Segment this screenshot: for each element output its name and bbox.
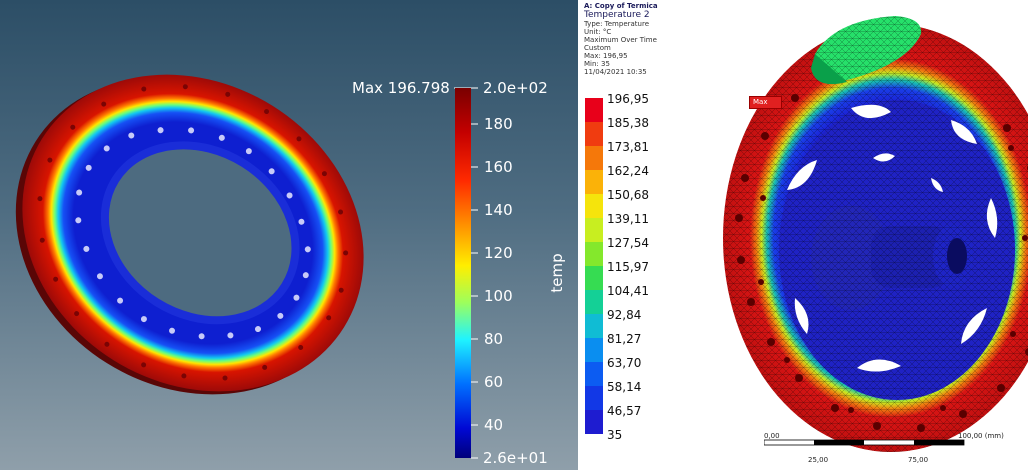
scale-end: 100,00 (mm) <box>958 432 1004 440</box>
colorbar-top-label: 2.0e+02 <box>483 79 548 97</box>
scale-bar: 0,00 100,00 (mm) 25,00 75,00 <box>764 432 1024 470</box>
legend-label[interactable]: 162,24 <box>607 164 649 178</box>
legend-label[interactable]: 35 <box>607 428 623 442</box>
hub-cylinders <box>811 206 973 310</box>
colorbar-bottom-label: 2.6e+01 <box>483 449 548 467</box>
result-custom: Custom <box>584 44 611 52</box>
colorbar-tick: 80 <box>484 330 503 348</box>
result-unit: Unit: °C <box>584 28 612 36</box>
legend-swatch <box>585 194 603 218</box>
max-annotation: Max 196.798 <box>352 79 450 97</box>
legend-swatch <box>585 122 603 146</box>
bolt-holes <box>75 127 311 340</box>
paraview-viewport[interactable]: Max 196.798 2.0e+02 180 160 140 120 100 … <box>0 0 578 470</box>
ansys-viewport[interactable]: A: Copy of Termica Temperature 2 Type: T… <box>578 0 1028 470</box>
legend-label[interactable]: 63,70 <box>607 356 642 370</box>
spoke-windows <box>787 104 998 372</box>
result-max: Max: 196,95 <box>584 52 628 60</box>
brake-disc-left <box>15 74 364 395</box>
result-date: 11/04/2021 10:35 <box>584 68 647 76</box>
colorbar-tick-labels: 2.0e+02 180 160 140 120 100 80 60 40 2.6… <box>483 79 548 467</box>
legend-label[interactable]: 115,97 <box>607 260 649 274</box>
scale-bar-graphic <box>764 439 965 446</box>
legend-label[interactable]: 92,84 <box>607 308 642 322</box>
colorbar-tick: 120 <box>484 244 513 262</box>
legend-label[interactable]: 127,54 <box>607 236 649 250</box>
colorbar-tick: 60 <box>484 373 503 391</box>
legend-label[interactable]: 58,14 <box>607 380 642 394</box>
legend-swatch <box>585 386 603 410</box>
disc-render-right <box>723 16 1028 452</box>
legend-label[interactable]: 81,27 <box>607 332 642 346</box>
legend-swatch <box>585 314 603 338</box>
legend-label[interactable]: 173,81 <box>607 140 649 154</box>
colorbar-gradient <box>455 88 471 458</box>
result-mode: Maximum Over Time <box>584 36 657 44</box>
colorbar-tick: 180 <box>484 115 513 133</box>
legend-label[interactable]: 104,41 <box>607 284 649 298</box>
legend-swatch <box>585 266 603 290</box>
scale-mid-a: 25,00 <box>808 456 829 464</box>
brake-disc-right <box>723 16 1028 452</box>
legend-label[interactable]: 196,95 <box>607 92 649 106</box>
analysis-title: A: Copy of Termica <box>584 2 658 10</box>
legend-label[interactable]: 46,57 <box>607 404 642 418</box>
temperature-legend[interactable]: 196,95 185,38 173,81 162,24 150,68 139,11 127,… <box>585 92 705 442</box>
result-type: Type: Temperature <box>584 20 650 28</box>
legend-swatch <box>585 362 603 386</box>
legend-swatch <box>585 338 603 362</box>
scale-mid-b: 75,00 <box>908 456 929 464</box>
legend-swatch <box>585 290 603 314</box>
colorbar-tick: 140 <box>484 201 513 219</box>
legend-label[interactable]: 185,38 <box>607 116 649 130</box>
legend-swatch <box>585 170 603 194</box>
disc-render-left: Max 196.798 2.0e+02 180 160 140 120 100 … <box>15 74 566 467</box>
legend-swatch <box>585 410 603 434</box>
result-header: A: Copy of Termica Temperature 2 Type: T… <box>584 2 658 76</box>
caliper-pad <box>811 16 922 85</box>
max-probe-tag[interactable]: Max <box>749 96 782 109</box>
legend-label[interactable]: 150,68 <box>607 188 649 202</box>
legend-swatch <box>585 146 603 170</box>
result-min: Min: 35 <box>584 60 610 68</box>
legend-label[interactable]: 139,11 <box>607 212 649 226</box>
colorbar-tick-marks <box>471 87 478 459</box>
outer-holes <box>37 84 349 381</box>
result-name: Temperature 2 <box>584 10 650 20</box>
colorbar-title: temp <box>548 253 566 292</box>
colorbar-tick: 100 <box>484 287 513 305</box>
legend-swatch <box>585 98 603 122</box>
scale-start: 0,00 <box>764 432 780 440</box>
legend-swatch <box>585 218 603 242</box>
colorbar-tick: 40 <box>484 416 503 434</box>
colorbar-tick: 160 <box>484 158 513 176</box>
legend-swatch <box>585 242 603 266</box>
